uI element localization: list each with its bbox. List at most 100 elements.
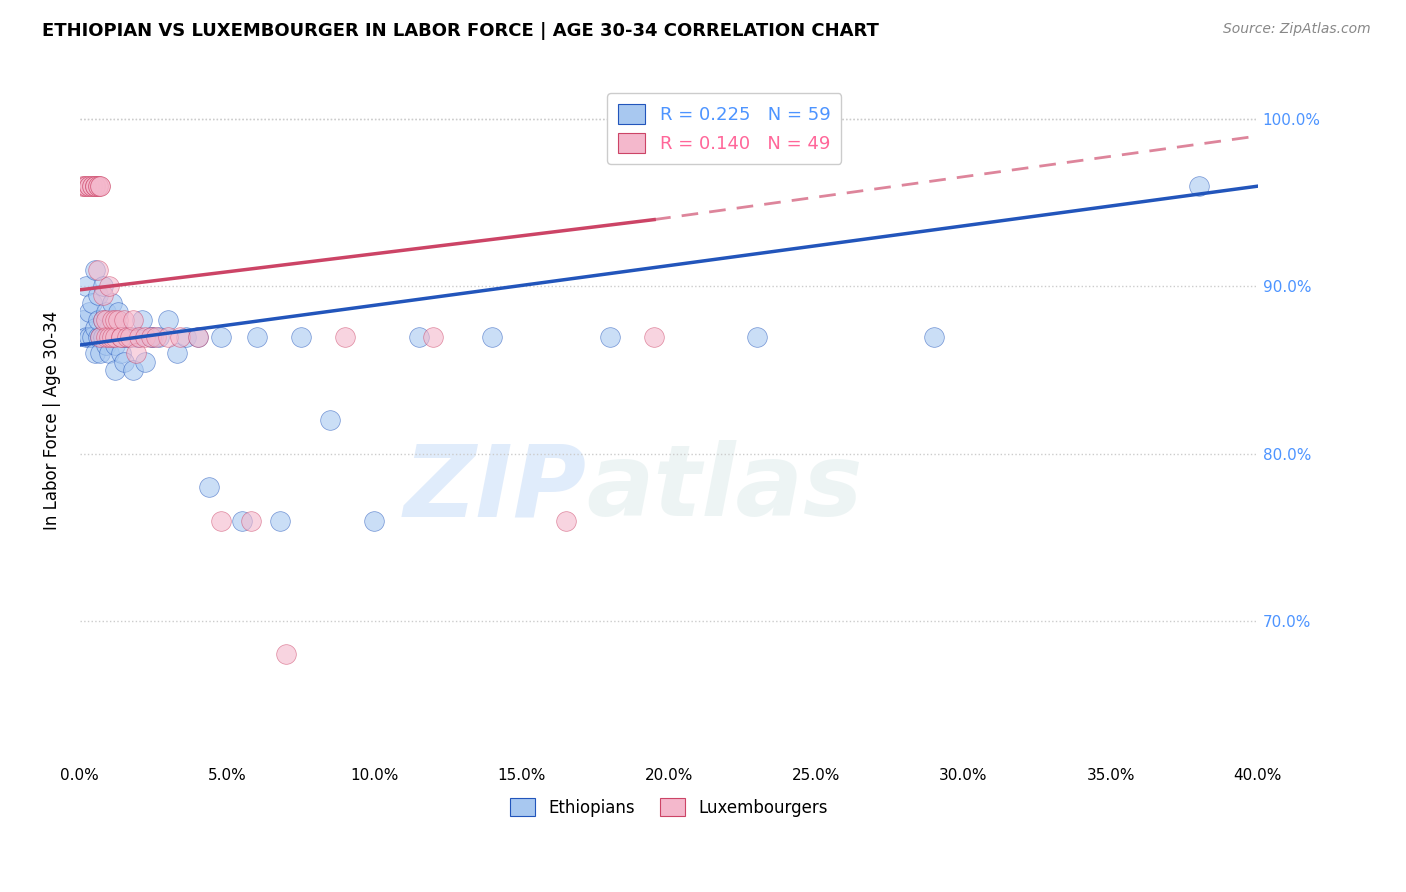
Point [104, 338, 127, 352]
Point [122, 313, 145, 327]
Point [142, 329, 165, 343]
Point [101, 296, 124, 310]
Point [139, 329, 162, 343]
Point [93, 313, 115, 327]
Point [77, 179, 100, 194]
Point [83, 321, 105, 335]
Point [174, 329, 197, 343]
Point [101, 313, 124, 327]
Point [107, 321, 129, 335]
Point [209, 514, 232, 528]
Point [643, 329, 665, 343]
Point [139, 329, 162, 343]
Point [86, 329, 108, 343]
Point [89, 329, 111, 343]
Point [72, 179, 94, 194]
Point [93, 329, 115, 343]
Point [110, 329, 132, 343]
Point [187, 329, 209, 343]
Point [96, 304, 118, 318]
Point [77, 329, 100, 343]
Point [115, 329, 138, 343]
Point [86, 179, 108, 194]
Point [1188, 179, 1211, 194]
Point [333, 329, 356, 343]
Point [89, 179, 111, 194]
Point [134, 329, 156, 343]
Point [269, 514, 291, 528]
Point [104, 329, 127, 343]
Point [110, 346, 132, 360]
Point [145, 329, 167, 343]
Point [75, 279, 97, 293]
Text: Source: ZipAtlas.com: Source: ZipAtlas.com [1223, 22, 1371, 37]
Point [86, 313, 108, 327]
Point [86, 179, 108, 194]
Point [86, 288, 108, 302]
Point [89, 346, 111, 360]
Point [83, 179, 105, 194]
Point [166, 346, 188, 360]
Y-axis label: In Labor Force | Age 30-34: In Labor Force | Age 30-34 [44, 310, 60, 530]
Legend: Ethiopians, Luxembourgers: Ethiopians, Luxembourgers [503, 791, 834, 823]
Point [96, 313, 118, 327]
Point [77, 304, 100, 318]
Point [75, 329, 97, 343]
Point [290, 329, 312, 343]
Point [408, 329, 430, 343]
Text: ETHIOPIAN VS LUXEMBOURGER IN LABOR FORCE | AGE 30-34 CORRELATION CHART: ETHIOPIAN VS LUXEMBOURGER IN LABOR FORCE… [42, 22, 879, 40]
Point [72, 179, 94, 194]
Point [747, 329, 769, 343]
Point [75, 179, 97, 194]
Point [125, 329, 148, 343]
Point [118, 329, 141, 343]
Point [112, 329, 135, 343]
Point [922, 329, 945, 343]
Point [134, 355, 156, 369]
Point [274, 648, 297, 662]
Point [148, 329, 170, 343]
Point [83, 179, 105, 194]
Point [89, 329, 111, 343]
Point [83, 262, 105, 277]
Point [122, 363, 145, 377]
Point [107, 304, 129, 318]
Point [77, 179, 100, 194]
Point [86, 262, 108, 277]
Point [93, 288, 115, 302]
Point [101, 329, 124, 343]
Point [131, 313, 153, 327]
Point [107, 313, 129, 327]
Point [187, 329, 209, 343]
Point [112, 313, 135, 327]
Point [118, 329, 141, 343]
Point [125, 346, 148, 360]
Point [72, 313, 94, 327]
Point [209, 329, 232, 343]
Point [554, 514, 576, 528]
Point [93, 313, 115, 327]
Point [104, 313, 127, 327]
Point [98, 329, 121, 343]
Point [96, 338, 118, 352]
Point [80, 179, 103, 194]
Point [157, 329, 180, 343]
Point [239, 514, 262, 528]
Point [198, 480, 221, 494]
Point [80, 179, 103, 194]
Text: atlas: atlas [586, 441, 863, 537]
Point [98, 279, 121, 293]
Point [599, 329, 621, 343]
Point [128, 329, 150, 343]
Point [101, 329, 124, 343]
Point [115, 329, 138, 343]
Point [75, 179, 97, 194]
Point [319, 413, 342, 427]
Point [80, 296, 103, 310]
Point [96, 329, 118, 343]
Point [110, 329, 132, 343]
Point [93, 279, 115, 293]
Point [112, 355, 135, 369]
Point [98, 321, 121, 335]
Point [231, 514, 253, 528]
